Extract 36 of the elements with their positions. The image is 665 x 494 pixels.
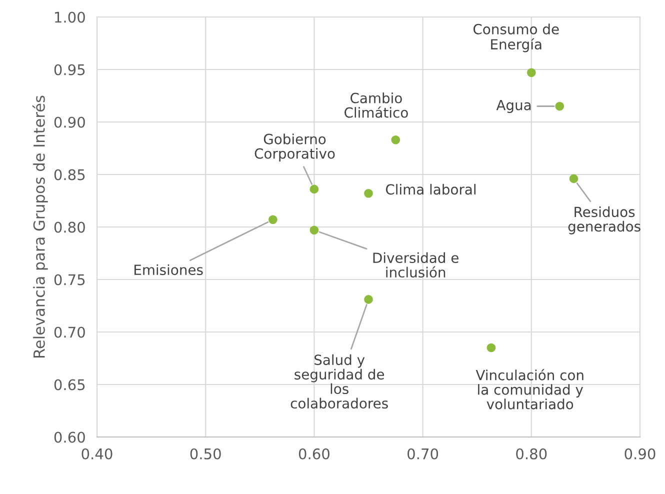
- annotation: Vinculación con la comunidad y voluntariado: [476, 369, 584, 410]
- y-tick-label: 0.90: [54, 116, 85, 128]
- y-tick-label: 0.85: [54, 169, 85, 180]
- x-tick-label: 0.50: [190, 448, 221, 460]
- x-tick-label: 0.80: [516, 448, 547, 460]
- y-tick-label: 0.70: [54, 326, 85, 338]
- y-tick-label: 0.65: [54, 379, 85, 390]
- annotation: Agua: [496, 100, 531, 113]
- y-tick-label: 1.00: [55, 12, 85, 23]
- y-tick-label: 0.75: [54, 274, 85, 286]
- point: [310, 184, 319, 194]
- y-tick-label: 0.60: [54, 432, 85, 443]
- point: [268, 215, 278, 224]
- annotation: Emisiones: [134, 264, 203, 276]
- annotation: Consumo de Energía: [473, 24, 559, 52]
- y-tick-label: 0.95: [54, 64, 85, 76]
- x-tick-label: 0.70: [408, 448, 438, 460]
- annotation: Residuos generados: [568, 206, 640, 234]
- annotation: Gobierno Corporativo: [254, 134, 335, 162]
- point: [391, 135, 400, 144]
- point: [364, 295, 373, 304]
- y-axis-title: Relevancia para Grupos de Interés: [32, 96, 48, 358]
- annotation: Clima laboral: [386, 184, 476, 195]
- y-tick-label: 0.80: [54, 222, 85, 233]
- point: [569, 174, 578, 184]
- point: [364, 189, 373, 198]
- point: [486, 343, 496, 352]
- x-tick-label: 0.90: [624, 448, 656, 460]
- annotation: Diversidad e inclusión: [373, 252, 458, 278]
- annotation: Cambio Climático: [344, 92, 408, 118]
- x-tick-label: 0.40: [82, 448, 112, 460]
- point: [555, 102, 564, 111]
- point: [527, 68, 536, 78]
- x-tick-label: 0.60: [298, 448, 330, 460]
- annotation: Salud y seguridad de los colaboradores: [290, 354, 388, 409]
- point: [310, 226, 319, 235]
